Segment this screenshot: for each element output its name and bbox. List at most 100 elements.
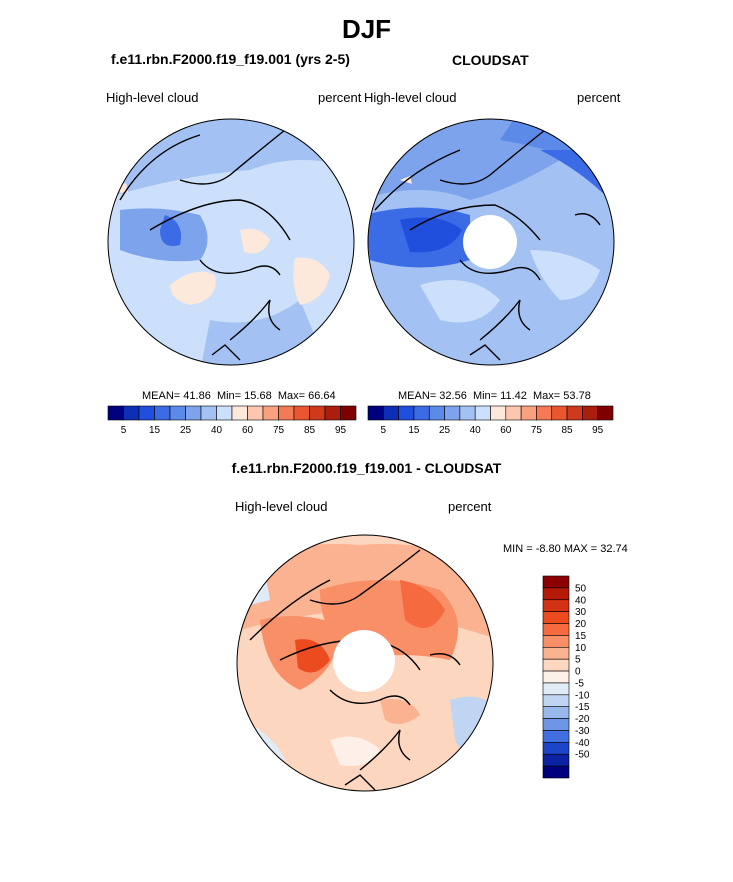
panel2-colorbar-tick-label: 15 (408, 425, 420, 436)
panel2-max: 53.78 (563, 390, 591, 402)
panel1-colorbar-swatch (293, 405, 310, 421)
panel3-colorbar-tick-label: 50 (575, 583, 587, 594)
panel3-colorbar-swatch (542, 587, 570, 601)
panel3-colorbar-swatch (542, 658, 570, 672)
panel2-colorbar-swatch (444, 405, 461, 421)
panel1-colorbar-swatch (154, 405, 171, 421)
panel3-colorbar-tick-label: 10 (575, 643, 587, 654)
panel3-units-label: percent (448, 499, 492, 514)
panel2-field (368, 119, 614, 365)
panel1-field (108, 119, 354, 365)
panel1-title: f.e11.rbn.F2000.f19_f19.001 (yrs 2-5) (111, 51, 350, 67)
panel1-colorbar-swatch (324, 405, 341, 421)
panel1-colorbar-tick-label: 5 (121, 425, 127, 436)
panel1-colorbar-swatch (309, 405, 326, 421)
panel1-colorbar-swatch (262, 405, 279, 421)
panel1-colorbar-swatch (185, 405, 202, 421)
panel3-colorbar-tick-label: -5 (575, 678, 584, 689)
panel3-max: 32.74 (600, 543, 628, 555)
panel2-colorbar-tick-label: 40 (470, 425, 482, 436)
panel1-colorbar-tick-label: 95 (335, 425, 347, 436)
panel3-colorbar-swatch (542, 599, 570, 612)
panel2-colorbar-swatch (520, 405, 537, 421)
panel3-min-label: MIN = (503, 543, 533, 555)
panel2-mean-label: MEAN= (398, 390, 437, 402)
panel2-max-label: Max= (533, 390, 561, 402)
panel1-colorbar-tick-label: 15 (149, 425, 161, 436)
panel1-colorbar-swatch (138, 405, 155, 421)
panel2-colorbar-swatch (597, 405, 614, 421)
panel2-colorbar-swatch (459, 405, 476, 421)
panel1-colorbar-swatch (247, 405, 264, 421)
panel3-colorbar-swatch (542, 753, 570, 767)
panel3-colorbar-swatch (542, 718, 570, 731)
panel3-colorbar-tick-label: -15 (575, 702, 590, 713)
panel1-colorbar-tick-label: 25 (180, 425, 192, 436)
panel3-colorbar-tick-label: 5 (575, 655, 581, 666)
panel2-min-label: Min= (472, 390, 498, 402)
panel2-colorbar-swatch (383, 405, 399, 421)
panel1-colorbar-swatch (216, 405, 233, 421)
panel2-colorbar-swatch (551, 405, 568, 421)
panel3-colorbar-tick-label: -20 (575, 714, 590, 725)
panel3-colorbar-swatch (542, 611, 570, 624)
panel2-colorbar-tick-label: 95 (592, 425, 604, 436)
panel1-colorbar-swatch (278, 405, 295, 421)
panel3-colorbar-swatch (542, 706, 570, 719)
panel1-colorbar-swatch (169, 405, 186, 421)
panel3-colorbar-swatch (542, 646, 570, 660)
panel3-colorbar-swatch (542, 635, 570, 648)
panel3-colorbar-tick-label: -10 (575, 690, 590, 701)
panel3-colorbar-swatch (542, 623, 570, 636)
panel3-colorbar-tick-label: -50 (575, 750, 590, 761)
panel3-min: -8.80 (535, 543, 561, 555)
panel2-mean: 32.56 (439, 390, 467, 402)
panel2-colorbar-swatch (490, 405, 507, 421)
panel1-colorbar-tick-label: 40 (211, 425, 223, 436)
panel3-colorbar-tick-label: 20 (575, 619, 587, 630)
panel3-max-label: MAX = (563, 543, 598, 555)
panel3-colorbar-swatch (542, 742, 570, 755)
panel1-units-label: percent (318, 90, 362, 105)
figure-title: DJF (341, 14, 392, 44)
panel3-colorbar-swatch (542, 575, 570, 589)
panel1-map (107, 118, 355, 366)
panel1-max: 66.64 (308, 390, 336, 402)
panel1-variable-label: High-level cloud (106, 90, 199, 105)
panel1-min: 15.68 (244, 390, 272, 402)
panel1-min-label: Min= (216, 390, 242, 402)
panel2-colorbar-swatch (428, 405, 445, 421)
panel3-field (237, 535, 493, 791)
panel2-colorbar-swatch (413, 405, 430, 421)
panel1-mean-label: MEAN= (142, 390, 181, 402)
panel1-max-label: Max= (277, 390, 306, 402)
panel1-colorbar-tick-label: 85 (304, 425, 316, 436)
panel1-colorbar-tick-label: 75 (273, 425, 285, 436)
panel2-colorbar-swatch (582, 405, 598, 421)
panel1-colorbar-tick-label: 60 (242, 425, 254, 436)
panel2-colorbar-tick-label: 75 (531, 425, 543, 436)
panel2-colorbar-tick-label: 25 (439, 425, 451, 436)
panel2-map (367, 118, 615, 366)
panel3-colorbar-tick-label: -40 (575, 738, 590, 749)
panel1-colorbar-swatch (200, 405, 217, 421)
panel2-min: 11.42 (500, 390, 527, 402)
panel3-colorbar-swatch (542, 682, 570, 696)
panel3-stats: MIN = -8.80 MAX = 32.74 (503, 543, 628, 555)
panel2-colorbar: 5 15 25 40 60 75 85 95 (367, 405, 614, 436)
panel2-colorbar-swatch (398, 405, 415, 421)
panel1-colorbar-swatch (231, 405, 248, 421)
panel3-map (236, 534, 494, 792)
panel3-colorbar-swatch (542, 765, 570, 779)
panel1-mean: 41.86 (183, 390, 211, 402)
panel3-colorbar-tick-label: 15 (575, 631, 587, 642)
panel1-stats: MEAN= 41.86 Min= 15.68 Max= 66.64 (142, 390, 336, 402)
panel2-colorbar-swatch (536, 405, 553, 421)
panel3-colorbar-swatch (542, 670, 570, 684)
panel3-colorbar-tick-label: -30 (575, 726, 590, 737)
panel2-colorbar-swatch (505, 405, 522, 421)
panel1-colorbar-swatch (107, 405, 124, 421)
panel3-colorbar-tick-label: 40 (575, 595, 587, 606)
